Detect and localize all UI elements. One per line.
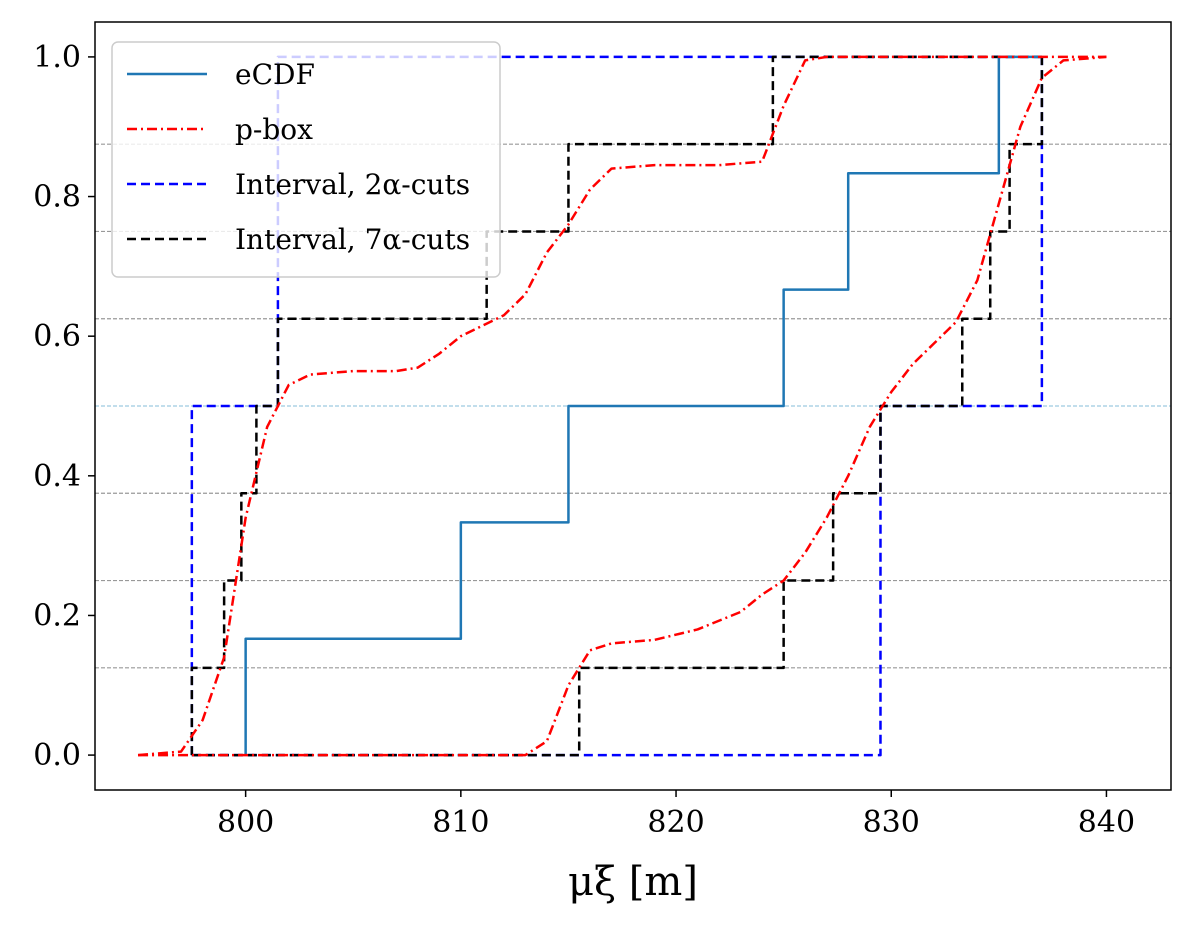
y-tick-label: 0.4 bbox=[33, 459, 81, 494]
x-tick-label: 800 bbox=[217, 805, 274, 840]
plot-series bbox=[137, 55, 1107, 757]
series-p-box-lower bbox=[137, 55, 1107, 757]
plot-frame bbox=[94, 21, 1172, 791]
x-tick-label: 810 bbox=[432, 805, 489, 840]
legend-label-ecdf: eCDF bbox=[235, 58, 315, 91]
legend-label-interval-7: Interval, 7α-cuts bbox=[235, 223, 470, 256]
x-tick-label: 820 bbox=[647, 805, 704, 840]
legend-label-interval-2: Interval, 2α-cuts bbox=[235, 168, 470, 201]
y-tick-label: 0.6 bbox=[33, 319, 81, 354]
legend-label-pbox: p-box bbox=[235, 113, 313, 146]
x-axis-label: μξ [m] bbox=[568, 859, 698, 905]
y-tick-label: 0.8 bbox=[33, 180, 81, 215]
y-tick-label: 0.0 bbox=[33, 738, 81, 773]
x-axis: 800 810 820 830 840 bbox=[217, 790, 1135, 840]
x-tick-label: 840 bbox=[1078, 805, 1135, 840]
legend-box bbox=[111, 41, 501, 278]
series-ecdf-line bbox=[244, 55, 1042, 756]
series-p-box-upper bbox=[138, 55, 1107, 757]
y-axis: 0.0 0.2 0.4 0.6 0.8 1.0 bbox=[33, 40, 95, 773]
y-tick-label: 1.0 bbox=[33, 40, 81, 75]
series-interval-7-cuts-upper bbox=[191, 56, 1044, 757]
x-tick-label: 830 bbox=[863, 805, 920, 840]
legend: eCDF p-box Interval, 2α-cuts Interval, 7… bbox=[111, 41, 501, 278]
y-tick-label: 0.2 bbox=[33, 598, 81, 633]
